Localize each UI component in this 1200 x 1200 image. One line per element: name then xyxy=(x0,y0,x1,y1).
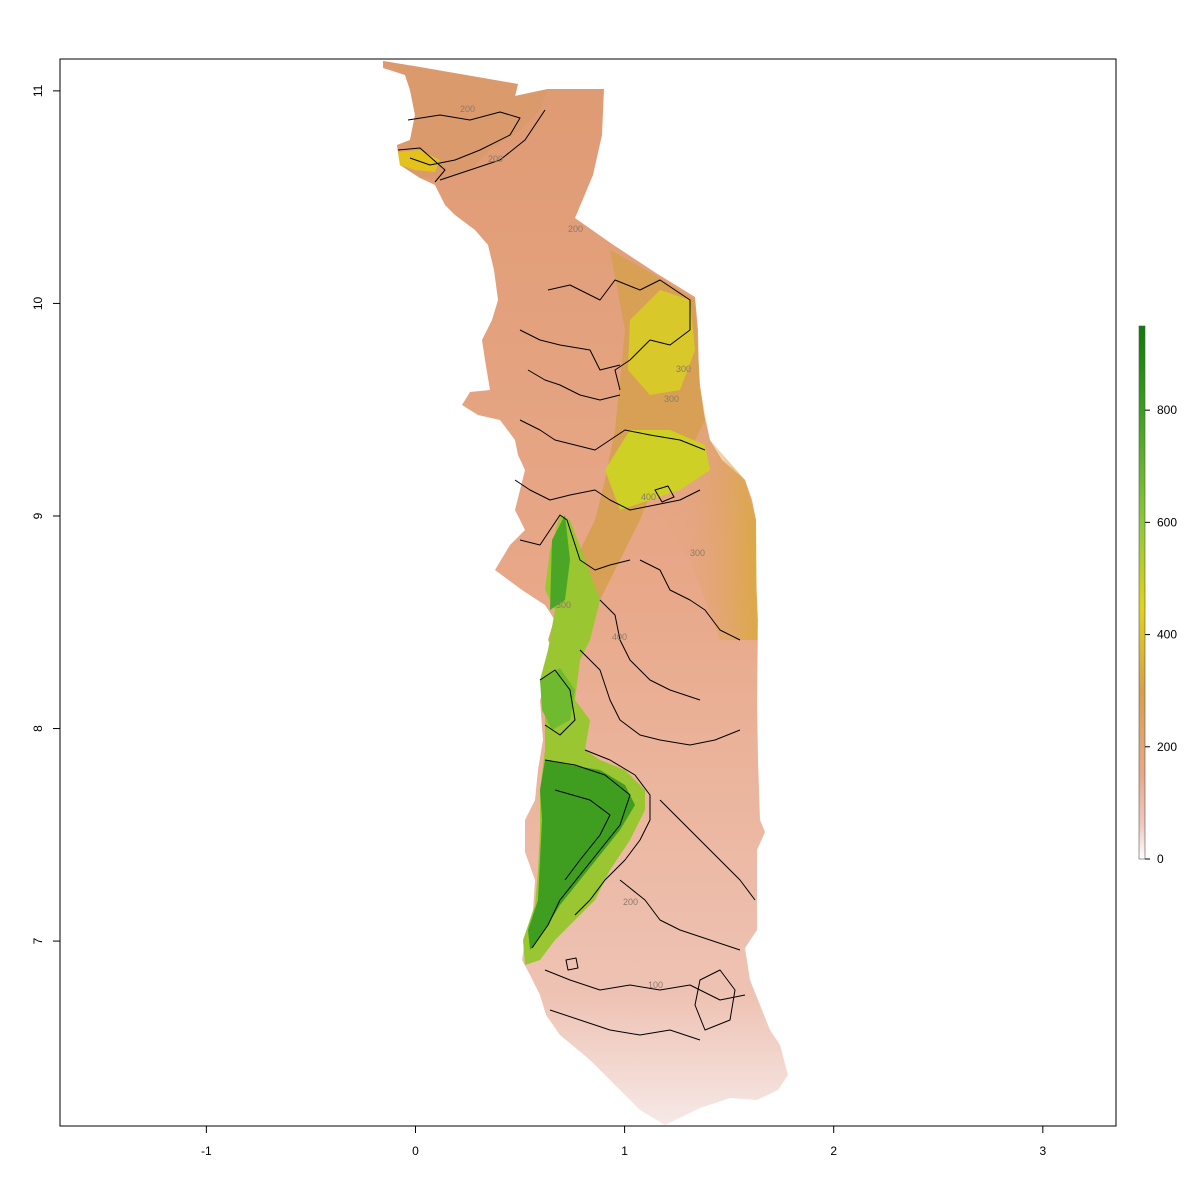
elevation-legend: 0 200 400 600 800 xyxy=(1138,325,1177,866)
deep-green-south xyxy=(528,760,635,950)
map-layer: 200 200 200 300 300 300 400 400 300 200 … xyxy=(383,61,788,1125)
contour-label: 400 xyxy=(612,632,627,642)
legend-tick-label: 200 xyxy=(1157,740,1177,754)
contour-label: 300 xyxy=(676,364,691,374)
y-tick-label: 8 xyxy=(31,725,45,732)
contour-label: 200 xyxy=(460,104,475,114)
contour-label: 300 xyxy=(690,548,705,558)
green-plateau-west xyxy=(540,668,575,730)
x-tick-label: 1 xyxy=(621,1144,628,1158)
contour-label: 400 xyxy=(641,492,656,502)
legend-tick-label: 600 xyxy=(1157,515,1177,529)
northern-uplands xyxy=(383,61,548,180)
contour-lines xyxy=(397,109,756,1041)
legend-tick-label: 400 xyxy=(1157,628,1177,642)
contour-label: 300 xyxy=(556,600,571,610)
legend-tick-label: 800 xyxy=(1157,403,1177,417)
contour-label: 200 xyxy=(568,224,583,234)
y-axis: 7 8 9 10 11 xyxy=(31,84,60,944)
x-tick-label: 0 xyxy=(412,1144,419,1158)
x-tick-label: 2 xyxy=(830,1144,837,1158)
contour-label: 200 xyxy=(488,154,503,164)
contour-label: 300 xyxy=(664,394,679,404)
x-tick-label: -1 xyxy=(201,1144,212,1158)
contour-label-group: 200 200 200 300 300 300 400 400 300 200 … xyxy=(460,104,705,990)
legend-ticks: 0 200 400 600 800 xyxy=(1145,403,1177,866)
y-tick-label: 7 xyxy=(31,937,45,944)
x-axis: -1 0 1 2 3 xyxy=(201,1126,1046,1158)
yellow-plateau-middle xyxy=(605,430,710,510)
legend-tick-label: 0 xyxy=(1157,852,1164,866)
legend-color-bar xyxy=(1138,325,1146,860)
contour-label: 200 xyxy=(623,897,638,907)
x-tick-label: 3 xyxy=(1039,1144,1046,1158)
y-tick-label: 9 xyxy=(31,512,45,519)
y-tick-label: 10 xyxy=(31,296,45,310)
deep-green-north xyxy=(550,515,570,610)
y-tick-label: 11 xyxy=(31,84,45,97)
contour-label: 100 xyxy=(648,980,663,990)
